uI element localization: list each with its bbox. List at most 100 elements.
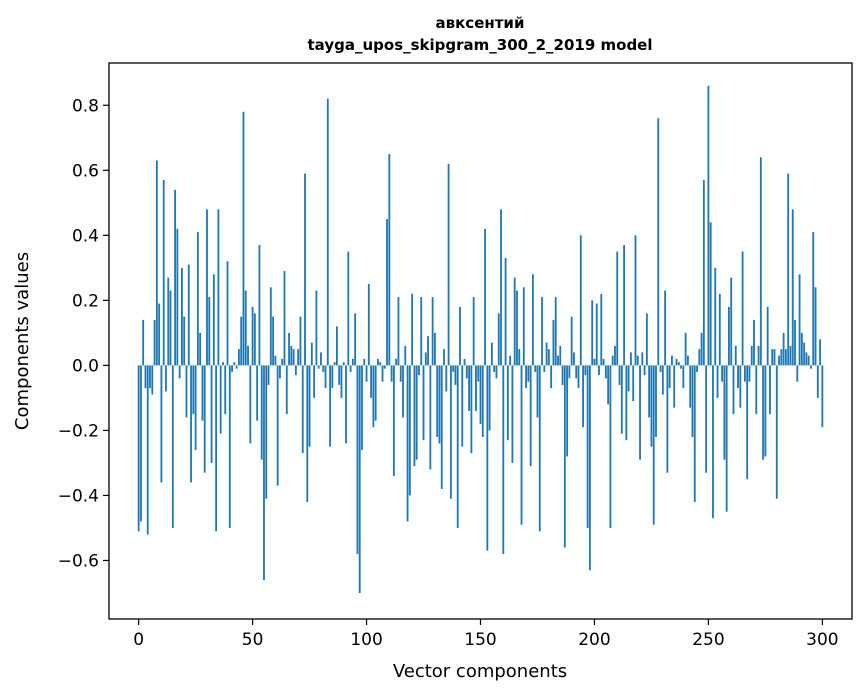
bar-155 bbox=[490, 342, 493, 366]
bar-55 bbox=[263, 365, 265, 580]
bar-90 bbox=[342, 362, 345, 366]
bar-84 bbox=[329, 365, 331, 447]
bar-109 bbox=[386, 219, 388, 366]
bar-57 bbox=[267, 365, 270, 385]
bar-28 bbox=[201, 365, 204, 421]
bar-198 bbox=[588, 365, 591, 571]
bar-270 bbox=[753, 319, 755, 366]
bar-220 bbox=[639, 365, 641, 460]
bar-246 bbox=[698, 349, 701, 366]
bar-83 bbox=[326, 98, 329, 366]
bar-261 bbox=[732, 365, 735, 415]
bar-278 bbox=[771, 349, 774, 366]
x-tick-label: 300 bbox=[806, 630, 838, 650]
bar-248 bbox=[702, 180, 705, 366]
bar-168 bbox=[520, 365, 523, 525]
bar-7 bbox=[153, 319, 156, 366]
bar-80 bbox=[320, 352, 322, 366]
bar-228 bbox=[657, 118, 660, 366]
bar-294 bbox=[807, 355, 810, 366]
bar-81 bbox=[322, 365, 325, 372]
bar-60 bbox=[274, 355, 277, 366]
bar-144 bbox=[465, 365, 468, 379]
bar-151 bbox=[481, 365, 484, 437]
bar-280 bbox=[775, 365, 778, 499]
bar-160 bbox=[502, 365, 505, 554]
bar-98 bbox=[361, 365, 363, 450]
bar-121 bbox=[413, 365, 416, 467]
bar-238 bbox=[680, 365, 682, 369]
bar-263 bbox=[737, 365, 739, 389]
bar-183 bbox=[554, 297, 557, 366]
bar-286 bbox=[789, 345, 792, 366]
bar-86 bbox=[333, 362, 336, 366]
bar-189 bbox=[568, 365, 571, 379]
bar-215 bbox=[627, 365, 630, 392]
bar-272 bbox=[757, 345, 760, 366]
bar-213 bbox=[623, 245, 625, 366]
bar-4 bbox=[146, 365, 149, 535]
x-tick-label: 150 bbox=[464, 630, 496, 650]
bar-29 bbox=[203, 365, 206, 473]
bar-199 bbox=[591, 300, 594, 366]
bar-148 bbox=[475, 365, 477, 411]
bar-221 bbox=[641, 352, 644, 366]
bar-172 bbox=[529, 365, 532, 467]
y-tick-label: 0.6 bbox=[72, 161, 99, 181]
bar-139 bbox=[454, 365, 457, 385]
bar-287 bbox=[791, 209, 794, 366]
x-axis-label: Vector components bbox=[393, 661, 567, 682]
bar-201 bbox=[595, 303, 598, 366]
bar-97 bbox=[358, 365, 361, 593]
bar-265 bbox=[741, 251, 744, 366]
bar-129 bbox=[431, 297, 434, 366]
bar-74 bbox=[306, 365, 309, 502]
bar-85 bbox=[331, 365, 334, 389]
bar-254 bbox=[716, 365, 719, 398]
bar-59 bbox=[272, 316, 275, 366]
bar-73 bbox=[304, 173, 306, 366]
bar-179 bbox=[545, 342, 548, 366]
y-axis-label: Components values bbox=[12, 252, 33, 430]
bar-145 bbox=[468, 365, 471, 411]
bar-65 bbox=[285, 365, 288, 415]
bar-276 bbox=[766, 306, 769, 366]
bar-222 bbox=[643, 365, 646, 376]
bar-113 bbox=[395, 358, 398, 366]
bar-95 bbox=[354, 313, 357, 366]
bar-31 bbox=[208, 297, 211, 366]
bar-118 bbox=[406, 365, 409, 522]
bar-115 bbox=[399, 365, 402, 382]
bar-100 bbox=[365, 365, 368, 382]
bar-6 bbox=[151, 365, 154, 395]
bar-259 bbox=[728, 306, 730, 366]
bar-169 bbox=[522, 287, 525, 366]
bar-196 bbox=[584, 365, 587, 376]
bar-51 bbox=[253, 313, 256, 366]
bar-103 bbox=[372, 365, 375, 428]
bar-159 bbox=[500, 209, 502, 366]
bar-107 bbox=[381, 365, 384, 382]
y-tick-label: −0.4 bbox=[58, 486, 99, 506]
bar-10 bbox=[160, 365, 163, 483]
bar-9 bbox=[158, 303, 161, 366]
bar-188 bbox=[566, 365, 569, 457]
bar-174 bbox=[534, 365, 537, 372]
bar-150 bbox=[479, 365, 482, 424]
bar-11 bbox=[162, 180, 165, 366]
bar-114 bbox=[397, 297, 400, 366]
bar-250 bbox=[707, 85, 710, 366]
bar-50 bbox=[251, 306, 254, 366]
bar-163 bbox=[509, 355, 512, 366]
bar-66 bbox=[288, 332, 290, 366]
bar-258 bbox=[725, 365, 728, 512]
bar-181 bbox=[550, 365, 553, 389]
bar-235 bbox=[673, 365, 676, 408]
bar-185 bbox=[559, 345, 562, 366]
bar-233 bbox=[668, 365, 671, 389]
bar-223 bbox=[645, 313, 648, 366]
bar-192 bbox=[575, 365, 578, 379]
bar-45 bbox=[240, 316, 243, 366]
bar-170 bbox=[525, 365, 527, 389]
bar-138 bbox=[452, 365, 455, 372]
